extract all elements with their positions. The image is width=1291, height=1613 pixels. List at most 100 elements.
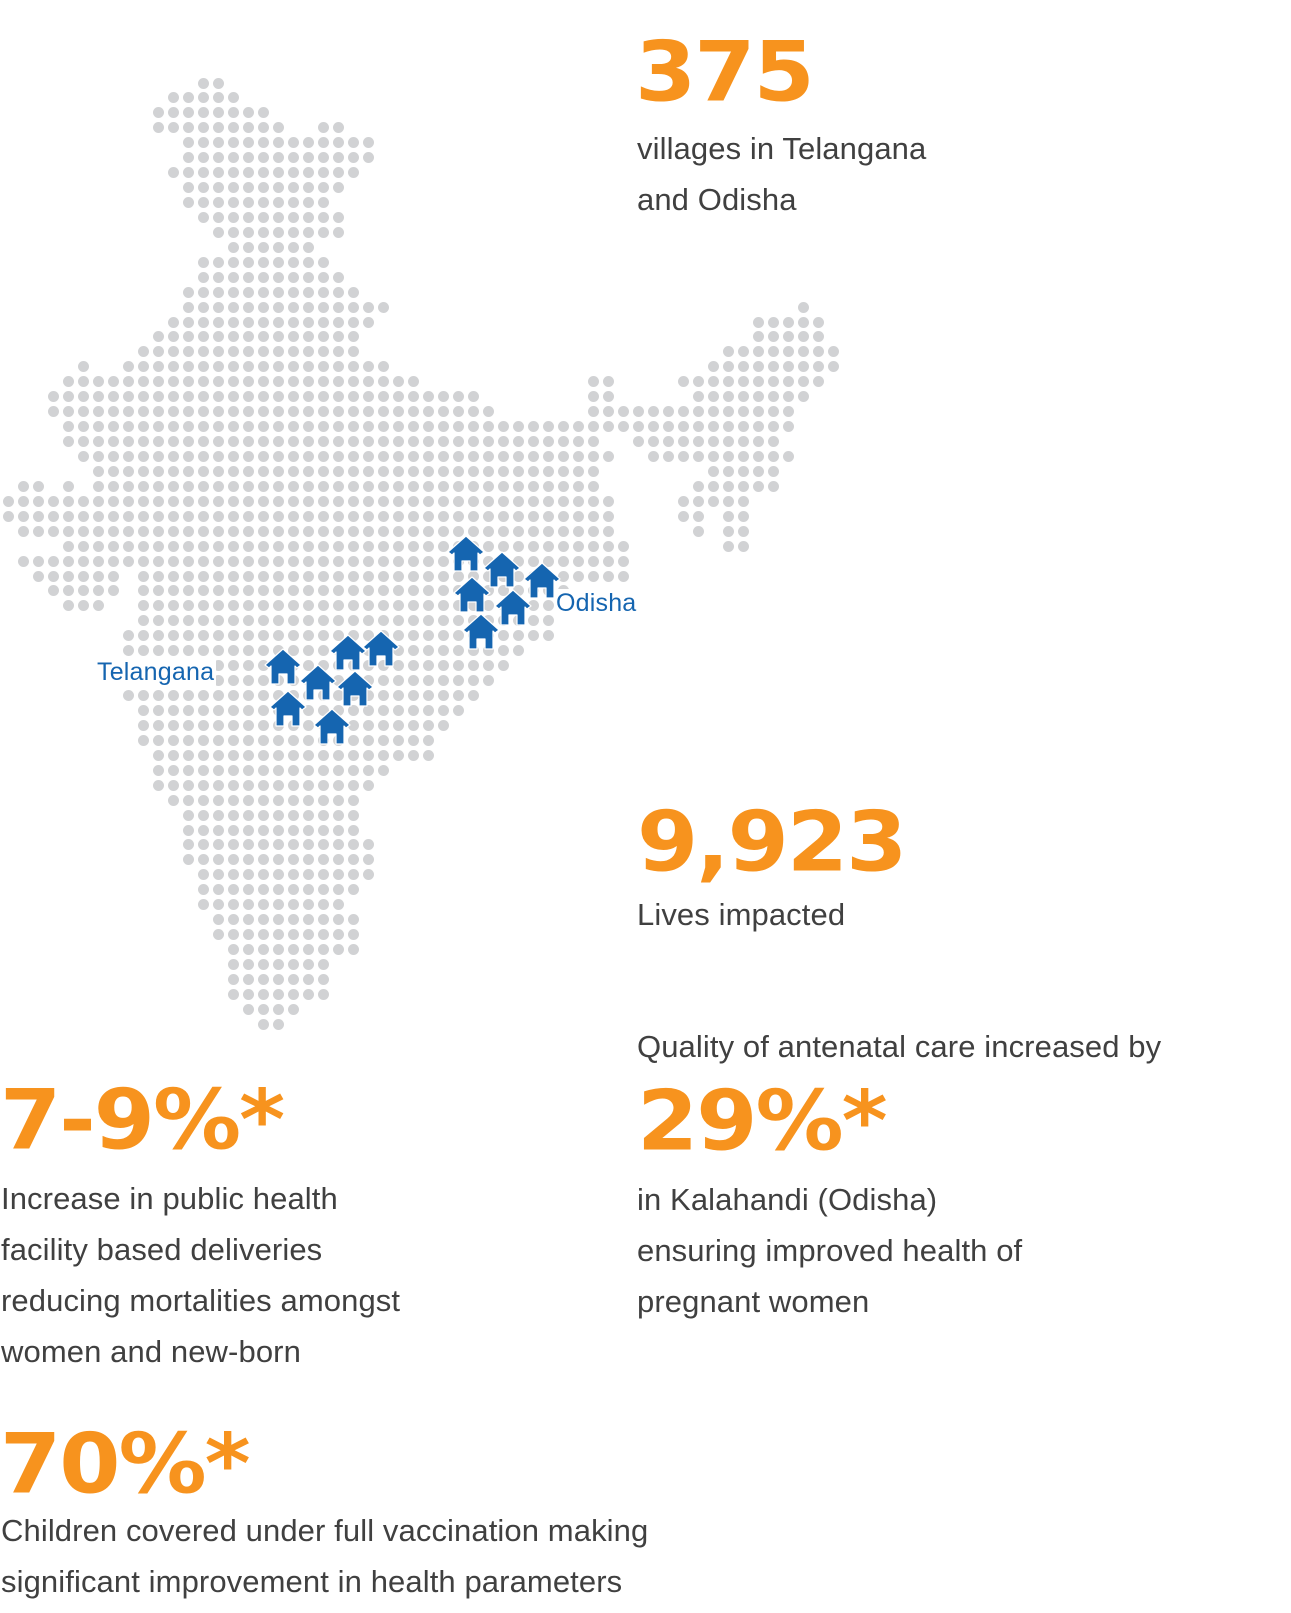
map-dot <box>272 525 284 537</box>
map-dot <box>392 465 404 477</box>
map-dot <box>347 719 359 731</box>
map-dot <box>272 1003 284 1015</box>
map-dot <box>707 406 719 418</box>
map-dot <box>47 555 59 567</box>
map-dot <box>242 630 254 642</box>
map-dot <box>197 361 209 373</box>
map-dot <box>167 779 179 791</box>
map-dot <box>287 645 299 657</box>
map-dot <box>272 540 284 552</box>
map-dot <box>152 734 164 746</box>
map-dot <box>377 600 389 612</box>
map-dot <box>317 152 329 164</box>
map-dot <box>92 421 104 433</box>
map-dot <box>257 301 269 313</box>
map-dot <box>242 525 254 537</box>
map-dot <box>242 256 254 268</box>
map-dot <box>347 749 359 761</box>
map-dot <box>737 510 749 522</box>
map-dot <box>122 361 134 373</box>
map-dot <box>242 884 254 896</box>
map-dot <box>317 794 329 806</box>
map-dot <box>167 406 179 418</box>
map-dot <box>407 495 419 507</box>
map-dot <box>392 570 404 582</box>
map-dot <box>242 764 254 776</box>
map-dot <box>467 525 479 537</box>
map-dot <box>272 286 284 298</box>
map-dot <box>602 495 614 507</box>
map-dot <box>227 137 239 149</box>
map-dot <box>737 465 749 477</box>
map-dot <box>257 914 269 926</box>
map-dot <box>302 451 314 462</box>
map-dot <box>317 585 329 597</box>
map-dot <box>347 884 359 896</box>
map-dot <box>257 241 269 253</box>
map-dot <box>167 376 179 388</box>
map-dot <box>2 495 14 507</box>
map-dot <box>167 465 179 477</box>
map-dot <box>182 630 194 642</box>
map-dot <box>212 77 224 89</box>
map-dot <box>242 555 254 567</box>
map-dot <box>407 615 419 627</box>
map-dot <box>62 600 74 612</box>
map-dot <box>257 944 269 956</box>
map-dot <box>332 301 344 313</box>
map-dot <box>167 690 179 702</box>
map-dot <box>287 824 299 836</box>
map-dot <box>212 286 224 298</box>
map-dot <box>287 346 299 358</box>
map-dot <box>197 451 209 462</box>
map-dot <box>302 929 314 941</box>
map-dot <box>317 436 329 448</box>
map-dot <box>827 346 839 358</box>
map-dot <box>227 92 239 104</box>
map-dot <box>152 436 164 448</box>
map-dot <box>362 555 374 567</box>
map-dot <box>317 958 329 970</box>
map-dot <box>137 645 149 657</box>
map-dot <box>257 436 269 448</box>
map-dot <box>422 570 434 582</box>
map-dot <box>302 585 314 597</box>
map-dot <box>197 764 209 776</box>
map-dot <box>392 749 404 761</box>
map-dot <box>662 436 674 448</box>
map-dot <box>227 271 239 283</box>
map-dot <box>782 391 794 403</box>
map-dot <box>482 570 494 582</box>
map-dot <box>182 301 194 313</box>
map-dot <box>107 451 119 462</box>
map-dot <box>602 525 614 537</box>
map-dot <box>362 615 374 627</box>
map-dot <box>557 540 569 552</box>
map-dot <box>467 480 479 492</box>
map-dot <box>242 122 254 134</box>
map-dot <box>197 585 209 597</box>
map-dot <box>302 630 314 642</box>
map-dot <box>317 929 329 941</box>
map-dot <box>197 809 209 821</box>
map-dot <box>182 704 194 716</box>
map-dot <box>482 675 494 687</box>
map-dot <box>287 167 299 179</box>
house-icon <box>269 690 307 727</box>
map-dot <box>242 391 254 403</box>
vaccination-percent: 70%* <box>0 1415 251 1513</box>
map-dot <box>242 570 254 582</box>
map-dot <box>182 122 194 134</box>
map-dot <box>272 749 284 761</box>
map-dot <box>197 122 209 134</box>
map-dot <box>227 361 239 373</box>
map-dot <box>587 391 599 403</box>
map-dot <box>317 660 329 672</box>
map-dot <box>722 525 734 537</box>
map-dot <box>347 824 359 836</box>
map-dot <box>302 749 314 761</box>
map-dot <box>92 451 104 462</box>
map-dot <box>227 421 239 433</box>
map-dot <box>197 869 209 881</box>
map-dot <box>62 480 74 492</box>
